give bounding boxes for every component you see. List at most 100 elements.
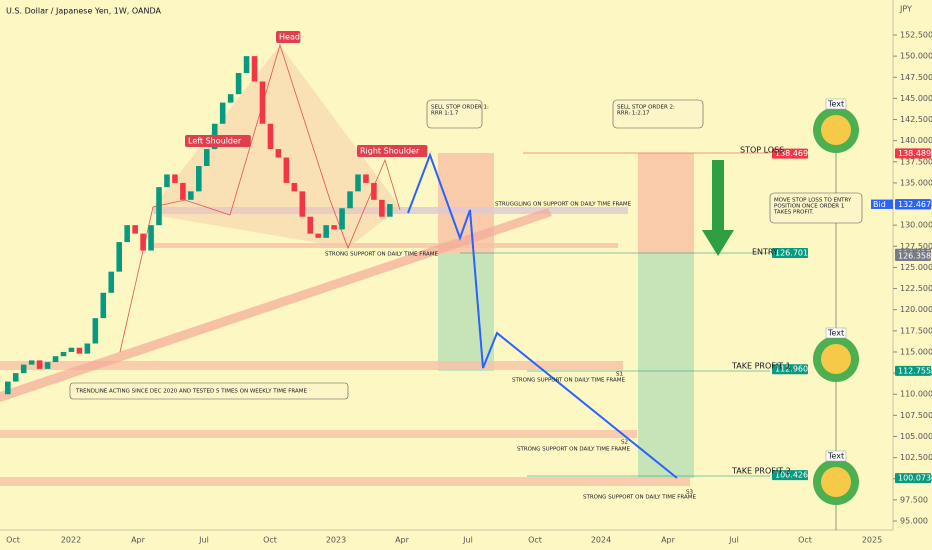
x-tick-label: Apr xyxy=(661,536,676,545)
candle xyxy=(20,364,27,374)
price-badge-label: 126.358 xyxy=(898,251,931,260)
label-left_shoulder: Left Shoulder xyxy=(188,137,242,146)
candle xyxy=(379,199,385,217)
price-badge xyxy=(895,148,931,159)
candle xyxy=(148,225,154,251)
candle xyxy=(363,174,369,183)
callout-text: RRR 1:1.7 xyxy=(431,111,459,117)
note: STRONG SUPPORT ON DAILY TIME FRAME xyxy=(325,252,439,258)
y-tick-label: 152.500 xyxy=(900,31,932,40)
candle xyxy=(355,174,361,192)
callout xyxy=(69,382,349,400)
text-box xyxy=(825,327,847,339)
price-badge-label: 100.073 xyxy=(898,474,931,483)
price-tag-label: Bid xyxy=(873,200,886,209)
note: STRONG SUPPORT ON DAILY TIME FRAME xyxy=(583,495,697,501)
text-label: Text xyxy=(827,329,844,338)
price-badge-label: 132.467 xyxy=(898,200,931,209)
price-badge xyxy=(772,470,808,481)
candle xyxy=(203,149,210,167)
candle xyxy=(243,56,250,74)
y-tick-label: 150.000 xyxy=(900,52,932,61)
support-zone xyxy=(0,361,623,370)
price-badge-label: 138.489 xyxy=(898,149,931,158)
candle xyxy=(371,182,377,200)
label-take_profit_2: TAKE PROFIT 2 xyxy=(731,467,791,476)
x-tick-label: Jul xyxy=(462,536,473,545)
price-badge xyxy=(772,248,808,259)
x-tick-label: Jul xyxy=(198,536,209,545)
text-box xyxy=(825,450,847,462)
candle xyxy=(52,356,59,363)
pattern-area xyxy=(153,45,400,248)
candle xyxy=(323,225,329,238)
x-tick-label: Apr xyxy=(395,536,410,545)
y-tick-label: 145.000 xyxy=(900,94,932,103)
label-s2: S2 xyxy=(621,440,628,446)
label-head: Head xyxy=(279,33,300,42)
candle xyxy=(299,191,306,217)
callout xyxy=(769,192,863,224)
x-tick-label: Oct xyxy=(263,536,277,545)
candle xyxy=(44,362,51,369)
label-box xyxy=(357,145,428,157)
label-s1: S1 xyxy=(616,372,623,378)
price-badge-label: 112.960 xyxy=(775,365,808,374)
callout-text: SELL STOP ORDER 2: xyxy=(617,105,675,111)
label-box xyxy=(276,31,301,43)
note: STRONG SUPPORT ON DAILY TIME FRAME xyxy=(512,378,626,384)
candle xyxy=(12,373,19,382)
price-badge-label: 138.469 xyxy=(775,149,808,158)
candle xyxy=(387,204,393,217)
y-tick-label: 147.500 xyxy=(900,73,932,82)
price-badge-label: 112.755 xyxy=(898,366,931,375)
label-right_shoulder: Right Shoulder xyxy=(360,147,420,156)
candle xyxy=(259,81,266,124)
candle xyxy=(116,242,122,272)
x-tick-label: 2024 xyxy=(591,536,611,545)
y-tick-label: 137.500 xyxy=(900,157,932,166)
down-arrow xyxy=(702,160,734,256)
y-tick-label: 125.000 xyxy=(900,263,932,272)
x-tick-label: 2023 xyxy=(326,536,346,545)
title: U.S. Dollar / Japanese Yen, 1W, OANDA xyxy=(6,7,162,16)
note: STRUGGLING ON SUPPORT ON DAILY TIME FRAM… xyxy=(495,202,632,208)
label-s3: S3 xyxy=(686,490,693,496)
y-tick-label: 122.500 xyxy=(900,284,932,293)
candle xyxy=(267,123,274,150)
x-tick-label: 2022 xyxy=(61,536,81,545)
candle xyxy=(339,208,345,230)
y-tick-label: 110.000 xyxy=(900,390,932,399)
candle xyxy=(164,174,170,188)
candle xyxy=(140,233,146,251)
price-badge-label: 126.701 xyxy=(775,249,808,258)
text-label: Text xyxy=(827,452,844,461)
candle xyxy=(36,360,43,369)
face xyxy=(821,115,851,145)
y-tick-label: 115.000 xyxy=(900,347,932,356)
candle xyxy=(180,182,186,200)
candle xyxy=(60,351,67,357)
label-take_profit_1: TAKE PROFIT 1 xyxy=(731,362,791,371)
text-label: Text xyxy=(827,100,844,109)
trendline-note: TRENDLINE ACTING SINCE DEC 2020 AND TEST… xyxy=(75,389,308,395)
callout-text: TAKES PROFIT. xyxy=(773,210,814,216)
price-badge xyxy=(772,364,808,375)
label-box xyxy=(185,135,251,147)
candle xyxy=(307,216,314,234)
price-badge xyxy=(895,365,931,376)
candle xyxy=(275,149,282,158)
callout-text: POSITION ONCE ORDER 1 xyxy=(774,204,844,210)
price-tag xyxy=(871,199,893,209)
candle xyxy=(156,187,162,226)
candle xyxy=(172,174,178,183)
candle xyxy=(315,233,321,238)
candle xyxy=(347,191,353,209)
candle xyxy=(132,225,138,234)
candle xyxy=(188,191,194,200)
candle xyxy=(108,271,115,293)
candle xyxy=(251,56,258,82)
candle xyxy=(227,94,234,103)
candle xyxy=(84,343,91,354)
